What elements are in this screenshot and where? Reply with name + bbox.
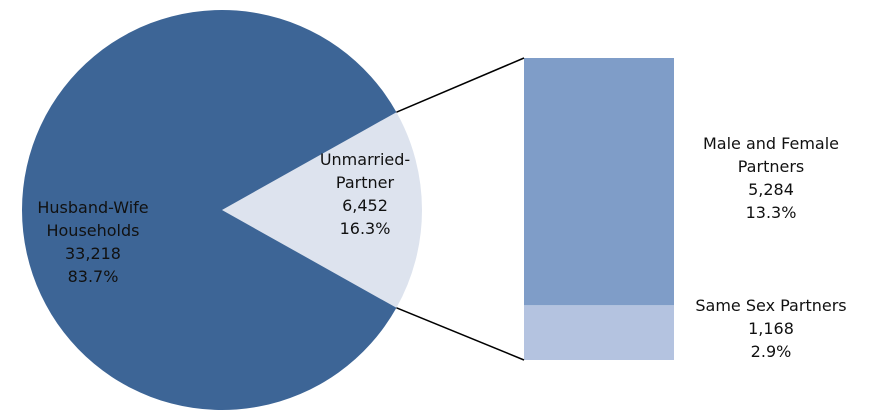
- bar-segment: [524, 58, 674, 306]
- category-name: Husband-Wife Households: [37, 198, 149, 240]
- connector-line: [396, 57, 525, 113]
- percent-label: 13.3%: [745, 203, 797, 222]
- pie-slice: [21, 9, 397, 410]
- percent-label: 83.7%: [67, 267, 119, 286]
- data-label: Unmarried-Partner 6,452 16.3%: [310, 148, 420, 240]
- value-label: 5,284: [748, 180, 794, 199]
- value-label: 1,168: [748, 319, 794, 338]
- data-label: Male and Female Partners 5,284 13.3%: [686, 132, 856, 224]
- bar-segment: [524, 305, 674, 360]
- value-label: 33,218: [65, 244, 121, 263]
- pie-slice: [222, 112, 423, 308]
- value-label: 6,452: [342, 196, 388, 215]
- data-label: Same Sex Partners 1,168 2.9%: [678, 294, 864, 363]
- category-name: Male and Female Partners: [702, 134, 840, 176]
- percent-label: 16.3%: [339, 219, 391, 238]
- percent-label: 2.9%: [750, 342, 792, 361]
- category-name: Unmarried-Partner: [319, 150, 411, 192]
- data-label: Husband-Wife Households 33,218 83.7%: [18, 196, 168, 288]
- connector-line: [396, 307, 525, 361]
- category-name: Same Sex Partners: [695, 296, 847, 315]
